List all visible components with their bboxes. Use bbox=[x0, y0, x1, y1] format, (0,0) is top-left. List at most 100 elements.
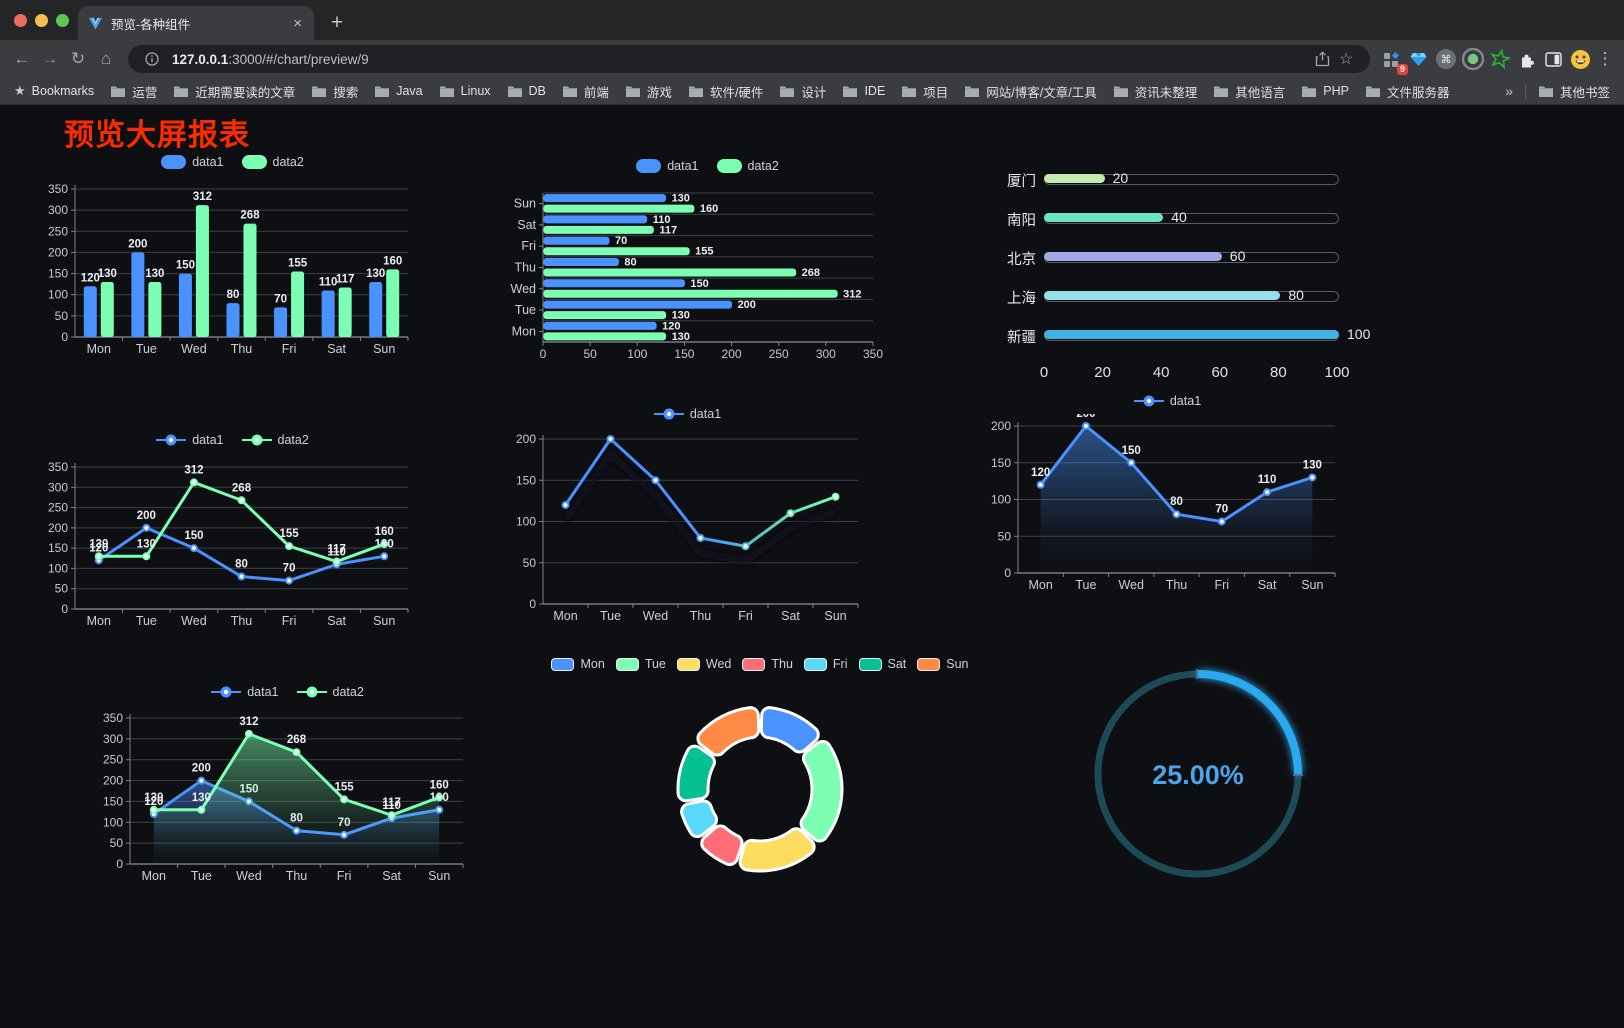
pie-slice[interactable] bbox=[738, 827, 816, 873]
bookmark-folder[interactable]: 游戏 bbox=[625, 82, 672, 101]
legend-item[interactable]: Thu bbox=[742, 657, 793, 671]
bar[interactable] bbox=[369, 282, 383, 337]
bookmark-folder[interactable]: 软件/硬件 bbox=[688, 82, 763, 101]
data-point[interactable] bbox=[244, 729, 253, 738]
data-point[interactable] bbox=[1172, 510, 1181, 519]
data-point[interactable] bbox=[332, 557, 341, 566]
legend-item[interactable]: data2 bbox=[241, 155, 304, 169]
bar[interactable] bbox=[131, 252, 145, 337]
split-screen-icon[interactable] bbox=[1540, 46, 1567, 73]
legend-item[interactable]: data1 bbox=[156, 433, 224, 447]
legend-item[interactable]: Wed bbox=[676, 657, 731, 671]
bookmark-folder[interactable]: 前端 bbox=[562, 82, 609, 101]
legend-item[interactable]: Tue bbox=[615, 657, 666, 671]
data-point[interactable] bbox=[1308, 473, 1317, 482]
reload-icon[interactable]: ↻ bbox=[70, 49, 86, 68]
bookmark-folder[interactable]: 资讯未整理 bbox=[1113, 82, 1197, 101]
tab-close-icon[interactable]: × bbox=[293, 14, 302, 32]
pie-slice[interactable] bbox=[799, 740, 844, 843]
legend-item[interactable]: data2 bbox=[296, 685, 364, 699]
pie-slice[interactable] bbox=[676, 744, 716, 803]
bookmark-folder[interactable]: DB bbox=[507, 82, 546, 101]
browser-menu-icon[interactable]: ⋮ bbox=[1596, 49, 1614, 68]
progress-track[interactable] bbox=[1044, 252, 1339, 263]
data-point[interactable] bbox=[1263, 488, 1272, 497]
bookmark-folder[interactable]: 运营 bbox=[110, 82, 157, 101]
chart-gauge-percent[interactable]: 25.00% bbox=[1040, 635, 1360, 925]
legend-item[interactable]: Sun bbox=[917, 657, 969, 671]
legend-item[interactable]: data2 bbox=[716, 159, 779, 173]
window-close-button[interactable] bbox=[14, 14, 27, 27]
other-bookmarks[interactable]: 其他书签 bbox=[1538, 82, 1610, 101]
bar[interactable] bbox=[543, 279, 685, 288]
chart-city-progress-bars[interactable]: 厦门 20 南阳 40 北京 60 上海 80 新疆 100 0 20 40 60 80 100 bbox=[985, 157, 1375, 387]
data-point[interactable] bbox=[237, 572, 246, 581]
legend-item[interactable]: data1 bbox=[211, 685, 279, 699]
pie-slice[interactable] bbox=[700, 824, 744, 866]
bar[interactable] bbox=[274, 307, 288, 337]
bar[interactable] bbox=[543, 247, 690, 256]
url-text[interactable]: 127.0.0.1:3000/#/chart/preview/9 bbox=[172, 52, 369, 67]
bar[interactable] bbox=[291, 271, 305, 337]
data-point[interactable] bbox=[561, 501, 570, 509]
bar[interactable] bbox=[195, 205, 209, 337]
chart-canvas[interactable]: 0 50 100 150 200 250 300 350 Mon Tue Wed Thu Fri Sat S… bbox=[45, 453, 420, 631]
legend-item[interactable]: data1 bbox=[653, 407, 721, 421]
bar[interactable] bbox=[543, 204, 695, 213]
bar[interactable] bbox=[543, 289, 838, 298]
data-point[interactable] bbox=[696, 534, 705, 542]
chart-donut-pie[interactable]: Mon Tue Wed Thu Fri Sat Sun bbox=[551, 651, 969, 897]
bookmark-folder[interactable]: Java bbox=[374, 82, 423, 101]
legend-item[interactable]: Fri bbox=[803, 657, 848, 671]
bookmark-folder[interactable]: 设计 bbox=[779, 82, 826, 101]
data-point[interactable] bbox=[380, 540, 389, 549]
bar[interactable] bbox=[386, 269, 400, 337]
extension-gem-icon[interactable] bbox=[1405, 46, 1432, 73]
legend-item[interactable]: data1 bbox=[161, 155, 224, 169]
data-point[interactable] bbox=[292, 748, 301, 757]
data-point[interactable] bbox=[237, 496, 246, 505]
site-info-icon[interactable] bbox=[140, 47, 164, 71]
data-point[interactable] bbox=[651, 476, 660, 485]
data-point[interactable] bbox=[285, 542, 294, 551]
bookmark-folder[interactable]: PHP bbox=[1301, 82, 1349, 101]
bar[interactable] bbox=[543, 321, 657, 330]
bookmark-folder[interactable]: 网站/博客/文章/工具 bbox=[964, 82, 1097, 101]
window-minimize-button[interactable] bbox=[35, 14, 48, 27]
bookmark-folder[interactable]: 文件服务器 bbox=[1365, 82, 1449, 101]
progress-track[interactable] bbox=[1044, 291, 1339, 302]
pie-slice[interactable] bbox=[696, 706, 761, 757]
address-bar[interactable]: 127.0.0.1:3000/#/chart/preview/9 ☆ bbox=[128, 45, 1370, 73]
chart-canvas[interactable]: 0 50 100 150 200 Mon Tue Wed Thu Fri Sat Sun bbox=[505, 427, 870, 626]
window-zoom-button[interactable] bbox=[56, 14, 69, 27]
bar[interactable] bbox=[321, 290, 335, 337]
data-point[interactable] bbox=[142, 552, 151, 561]
extension-recorder-icon[interactable] bbox=[1459, 46, 1486, 73]
bar[interactable] bbox=[83, 286, 97, 337]
bar[interactable] bbox=[148, 282, 162, 337]
bar[interactable] bbox=[543, 311, 667, 320]
legend-item[interactable]: data1 bbox=[1133, 394, 1201, 408]
chart-grouped-bar[interactable]: data1 data2 0 50 100 150 200 250 300 350 Mon Tue Wed… bbox=[45, 149, 420, 359]
data-point[interactable] bbox=[1081, 422, 1090, 430]
data-point[interactable] bbox=[94, 552, 103, 561]
progress-track[interactable] bbox=[1044, 174, 1339, 185]
data-point[interactable] bbox=[142, 523, 151, 532]
chart-two-series-area[interactable]: data1 data2 0 50 100 150 200 250 300 350 Mon Tue Wed… bbox=[100, 679, 475, 886]
data-point[interactable] bbox=[387, 811, 396, 820]
extension-green-star-icon[interactable] bbox=[1486, 46, 1513, 73]
data-point[interactable] bbox=[149, 805, 158, 814]
bar[interactable] bbox=[543, 258, 619, 266]
home-icon[interactable]: ⌂ bbox=[100, 49, 112, 68]
extension-grid-pin-icon[interactable]: 9 bbox=[1378, 46, 1408, 75]
forward-icon[interactable]: → bbox=[41, 49, 59, 68]
bookmarks-root[interactable]: ★ Bookmarks bbox=[14, 83, 94, 99]
data-point[interactable] bbox=[285, 576, 294, 585]
bookmark-folder[interactable]: 其他语言 bbox=[1213, 82, 1285, 101]
data-point[interactable] bbox=[380, 552, 389, 561]
data-point[interactable] bbox=[1127, 458, 1136, 467]
bar[interactable] bbox=[338, 287, 352, 337]
bar[interactable] bbox=[543, 225, 654, 234]
back-icon[interactable]: ← bbox=[13, 49, 31, 68]
bar[interactable] bbox=[543, 300, 733, 309]
